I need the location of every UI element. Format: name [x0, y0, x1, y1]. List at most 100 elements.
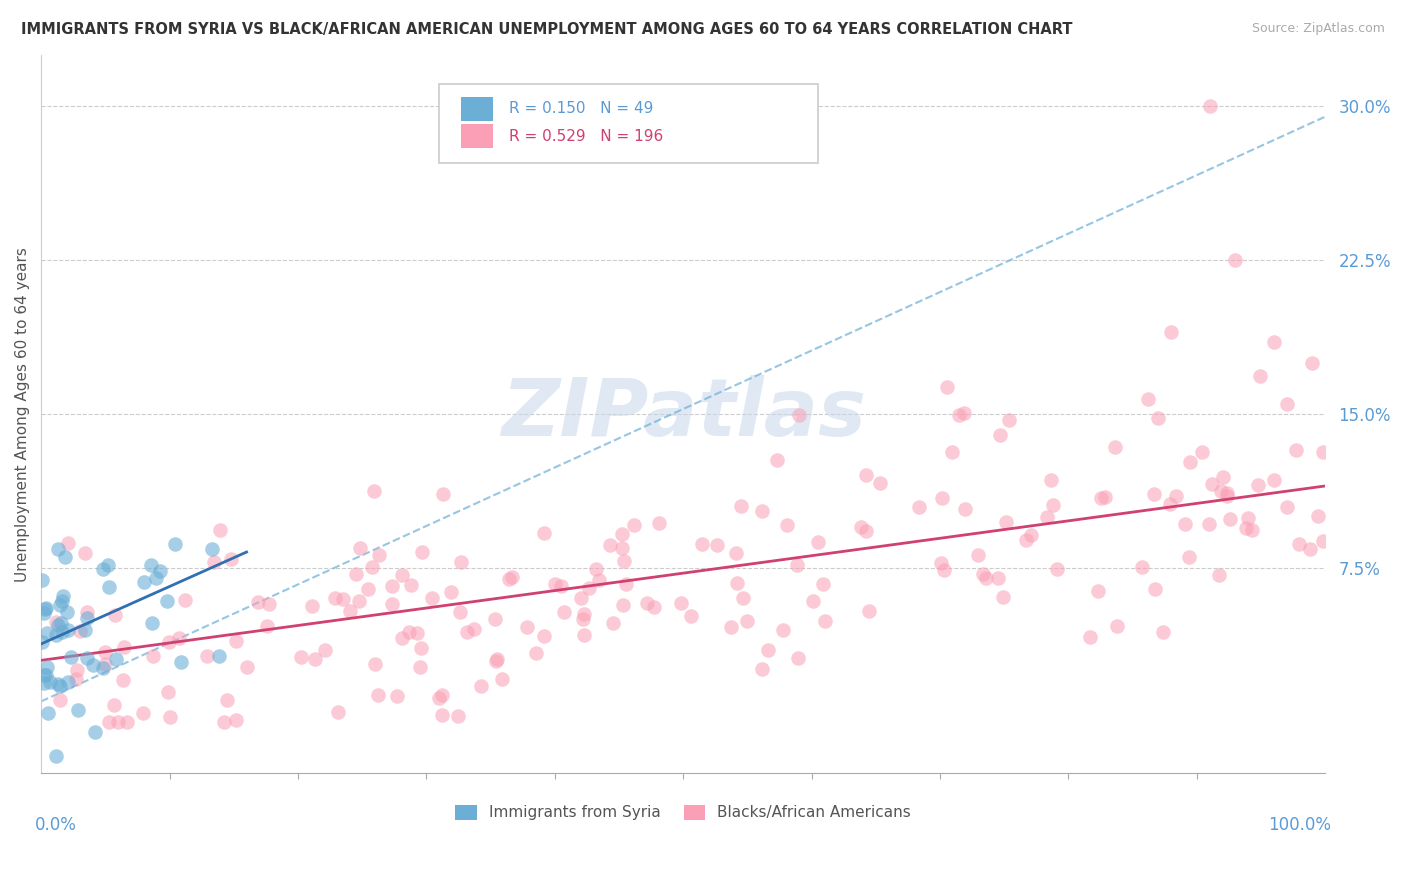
Point	[931, 491, 953, 505]
Point	[814, 614, 837, 628]
Point	[170, 656, 193, 670]
Point	[953, 406, 976, 420]
Point	[32, 606, 55, 620]
Point	[75, 546, 97, 560]
Point	[93, 645, 115, 659]
Point	[966, 549, 988, 563]
Point	[991, 591, 1014, 605]
Point	[35, 626, 58, 640]
Point	[35, 601, 58, 615]
Point	[485, 652, 508, 666]
Point	[111, 673, 134, 687]
Point	[149, 564, 172, 578]
Point	[141, 616, 163, 631]
Point	[167, 631, 190, 645]
Bar	[461, 124, 494, 148]
Point	[91, 561, 114, 575]
Point	[516, 620, 538, 634]
Point	[409, 660, 432, 674]
Point	[38, 675, 60, 690]
Point	[786, 651, 808, 665]
Point	[572, 607, 595, 621]
Point	[31, 635, 53, 649]
Bar	[461, 97, 494, 120]
Point	[1015, 533, 1038, 547]
Point	[449, 605, 471, 619]
Point	[69, 624, 91, 638]
Point	[813, 577, 835, 591]
Point	[142, 649, 165, 664]
Point	[1090, 491, 1112, 505]
Point	[1177, 550, 1199, 565]
Point	[953, 502, 976, 516]
Point	[31, 573, 53, 587]
Point	[1237, 511, 1260, 525]
Point	[132, 706, 155, 720]
Point	[51, 624, 73, 639]
Point	[669, 596, 692, 610]
Text: Source: ZipAtlas.com: Source: ZipAtlas.com	[1251, 22, 1385, 36]
Point	[1087, 583, 1109, 598]
Point	[610, 527, 633, 541]
Point	[524, 646, 547, 660]
Point	[1078, 630, 1101, 644]
Point	[46, 677, 69, 691]
Point	[484, 612, 506, 626]
Point	[141, 558, 163, 573]
Point	[855, 468, 877, 483]
Y-axis label: Unemployment Among Ages 60 to 64 years: Unemployment Among Ages 60 to 64 years	[15, 247, 30, 582]
Point	[363, 657, 385, 671]
Point	[1312, 444, 1334, 458]
Point	[46, 618, 69, 632]
Point	[681, 608, 703, 623]
Point	[314, 643, 336, 657]
Point	[1234, 521, 1257, 535]
Point	[643, 600, 665, 615]
Point	[195, 648, 218, 663]
Point	[1105, 619, 1128, 633]
Point	[247, 595, 270, 609]
Point	[1094, 490, 1116, 504]
Point	[733, 591, 755, 605]
Point	[46, 542, 69, 557]
Point	[440, 584, 463, 599]
Point	[94, 657, 117, 671]
Point	[623, 518, 645, 533]
Point	[97, 580, 120, 594]
Point	[1160, 325, 1182, 339]
Point	[107, 714, 129, 729]
Point	[75, 623, 97, 637]
Point	[1241, 523, 1264, 537]
Point	[725, 576, 748, 591]
Point	[51, 594, 73, 608]
Point	[849, 519, 872, 533]
Point	[83, 725, 105, 739]
Point	[1152, 624, 1174, 639]
Text: IMMIGRANTS FROM SYRIA VS BLACK/AFRICAN AMERICAN UNEMPLOYMENT AMONG AGES 60 TO 64: IMMIGRANTS FROM SYRIA VS BLACK/AFRICAN A…	[21, 22, 1073, 37]
Point	[363, 483, 385, 498]
Point	[1211, 483, 1233, 498]
Point	[411, 545, 433, 559]
Point	[544, 577, 567, 591]
Point	[787, 409, 810, 423]
Point	[76, 605, 98, 619]
Point	[578, 582, 600, 596]
Point	[65, 672, 87, 686]
Point	[599, 538, 621, 552]
Point	[1166, 490, 1188, 504]
Point	[159, 710, 181, 724]
Point	[76, 611, 98, 625]
Point	[1191, 445, 1213, 459]
Point	[1144, 582, 1167, 596]
Point	[1147, 411, 1170, 425]
Point	[772, 623, 794, 637]
Point	[76, 651, 98, 665]
Point	[367, 688, 389, 702]
Point	[1285, 442, 1308, 457]
Point	[58, 623, 80, 637]
Point	[32, 668, 55, 682]
Point	[339, 604, 361, 618]
Point	[53, 549, 76, 564]
Point	[59, 650, 82, 665]
Point	[491, 672, 513, 686]
